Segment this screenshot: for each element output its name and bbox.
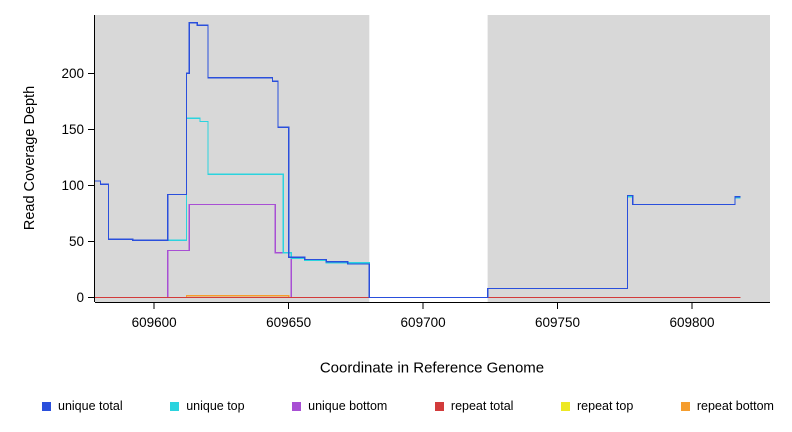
- x-tick-label: 609750: [535, 315, 580, 330]
- legend-swatch-icon: [170, 401, 180, 411]
- legend-item-repeat-bottom: repeat bottom: [680, 399, 774, 413]
- legend-item-repeat-total: repeat total: [434, 399, 514, 413]
- legend-label: unique bottom: [308, 399, 388, 413]
- legend-item-unique-bottom: unique bottom: [292, 399, 387, 413]
- no-data-gap-region: [369, 15, 488, 302]
- y-tick-label: 200: [61, 66, 84, 81]
- legend-label: repeat total: [450, 399, 514, 413]
- series-line-unique-bottom: [95, 203, 741, 299]
- y-tick-label: 150: [61, 122, 84, 137]
- y-tick-label: 100: [61, 178, 84, 193]
- legend-item-repeat-top: repeat top: [561, 399, 633, 413]
- x-tick-label: 609700: [401, 315, 446, 330]
- legend-swatch-icon: [42, 401, 51, 411]
- x-axis-title: Coordinate in Reference Genome: [319, 359, 545, 377]
- series-line-unique-total: [95, 22, 741, 299]
- x-tick-label: 609600: [132, 315, 177, 330]
- legend-swatch-icon: [434, 401, 444, 411]
- legend-item-unique-total: unique total: [42, 399, 123, 413]
- legend-label: unique top: [186, 399, 245, 413]
- legend-label: repeat bottom: [696, 399, 774, 413]
- y-tick-label: 0: [76, 290, 84, 305]
- y-axis-title: Read Coverage Depth: [22, 85, 38, 231]
- legend-label: unique total: [58, 399, 123, 413]
- legend-swatch-icon: [561, 401, 570, 411]
- x-tick-label: 609800: [669, 315, 714, 330]
- legend: unique total unique top unique bottom repea…: [42, 399, 774, 413]
- legend-item-unique-top: unique top: [170, 399, 245, 413]
- legend-swatch-icon: [680, 401, 690, 411]
- x-tick-label: 609650: [266, 315, 311, 330]
- legend-swatch-icon: [292, 401, 302, 411]
- y-tick-label: 50: [69, 234, 84, 249]
- legend-label: repeat top: [577, 399, 634, 413]
